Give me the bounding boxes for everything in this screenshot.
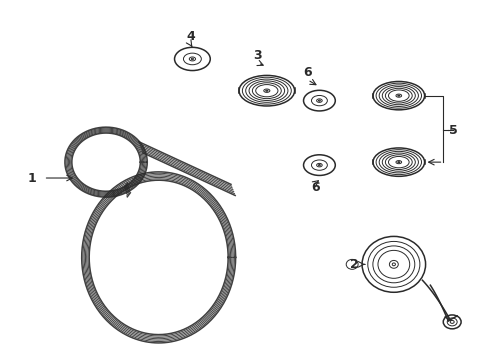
Text: 6: 6 — [310, 181, 319, 194]
Text: 4: 4 — [185, 30, 194, 42]
Text: 6: 6 — [303, 66, 311, 79]
Text: 2: 2 — [349, 258, 358, 271]
Text: 1: 1 — [27, 171, 36, 185]
Text: 3: 3 — [253, 49, 262, 63]
Text: 5: 5 — [448, 124, 457, 137]
